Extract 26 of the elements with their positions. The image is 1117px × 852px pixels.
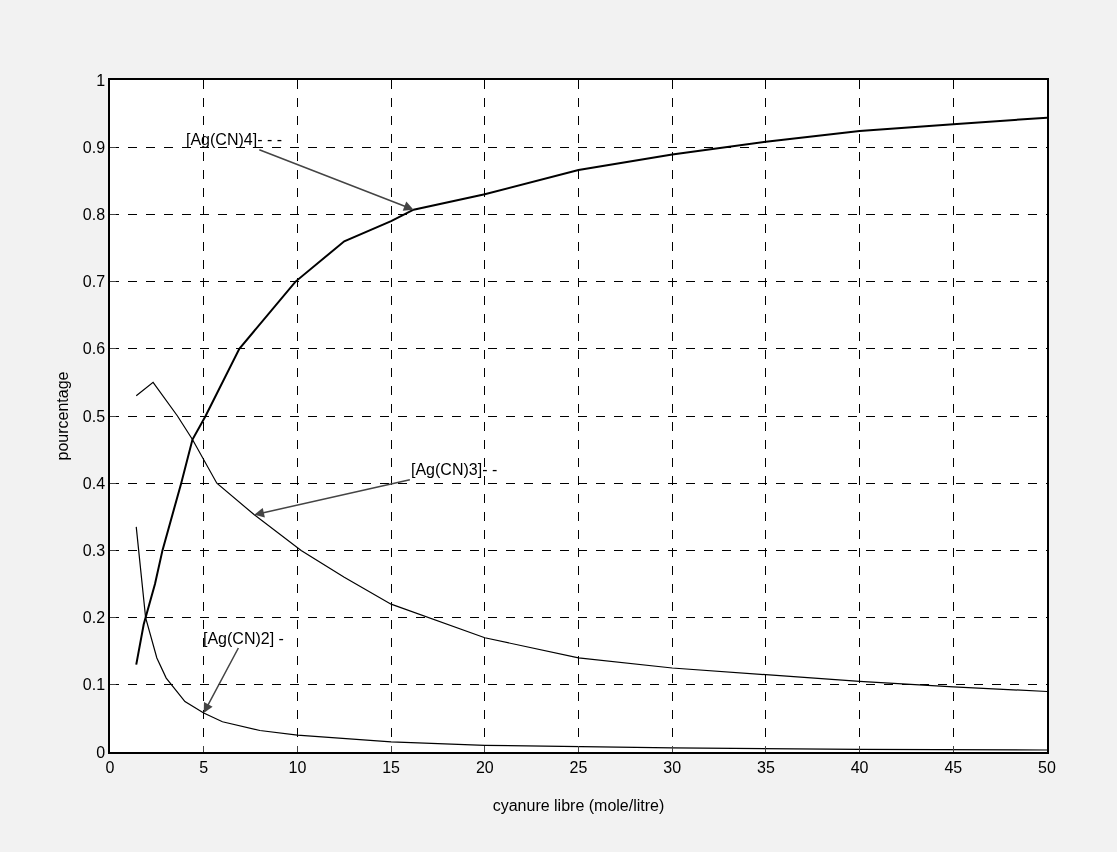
x-tick-label: 5 <box>199 758 209 776</box>
x-tick-label: 20 <box>475 758 494 776</box>
x-tick-label: 30 <box>663 758 682 776</box>
x-tick-label: 40 <box>850 758 869 776</box>
y-tick-label: 0.4 <box>82 474 106 492</box>
x-tick-label: 35 <box>757 758 775 776</box>
y-tick-label: 0.3 <box>82 542 106 559</box>
x-axis-title: cyanure libre (mole/litre) <box>492 796 665 814</box>
y-tick-label: 0.8 <box>82 206 106 223</box>
annotation: [Ag(CN)2] - <box>203 630 284 647</box>
y-axis-title: pourcentage <box>53 371 71 461</box>
x-tick-label: 15 <box>382 758 401 776</box>
annotation: [Ag(CN)3]- - <box>411 461 498 478</box>
x-tick-label: 45 <box>944 758 963 776</box>
x-tick-label: 10 <box>288 758 307 776</box>
y-tick-label: 0.9 <box>82 138 106 156</box>
y-tick-label: 0.7 <box>82 273 106 291</box>
y-tick-label: 1 <box>96 71 106 89</box>
y-tick-label: 0 <box>96 743 106 761</box>
y-tick-label: 0.6 <box>82 340 106 358</box>
annotation: [Ag(CN)4]- - - <box>186 131 282 148</box>
x-tick-label: 50 <box>1038 758 1056 776</box>
y-tick-label: 0.5 <box>82 407 106 425</box>
y-tick-label: 0.1 <box>82 676 106 694</box>
x-tick-label: 25 <box>569 758 588 776</box>
y-tick-label: 0.2 <box>82 609 106 627</box>
